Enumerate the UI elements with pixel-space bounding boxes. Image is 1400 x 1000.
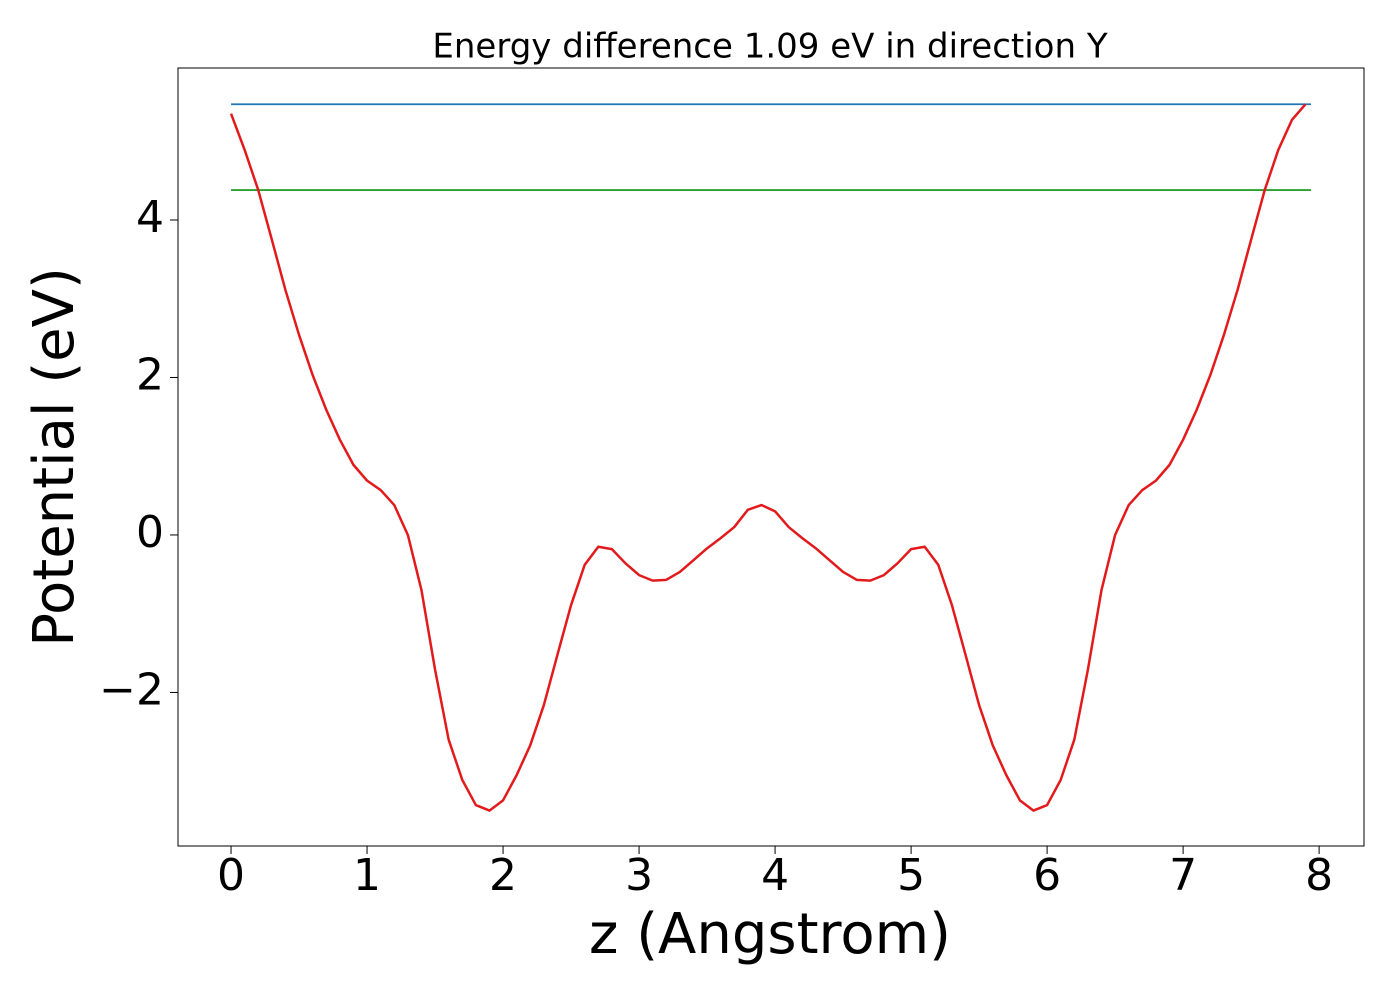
x-tick-label: 3 — [625, 850, 653, 901]
y-tick-label: 4 — [136, 192, 164, 243]
x-tick-label: 0 — [217, 850, 245, 901]
y-axis-label: Potential (eV) — [22, 267, 87, 647]
y-tick-label: −2 — [99, 664, 164, 715]
x-axis-label: z (Angstrom) — [589, 902, 951, 967]
chart-title: Energy difference 1.09 eV in direction Y — [432, 27, 1107, 67]
x-tick-label: 2 — [489, 850, 517, 901]
x-tick-label: 5 — [897, 850, 925, 901]
y-tick-label: 2 — [136, 349, 164, 400]
x-tick-label: 1 — [353, 850, 381, 901]
x-tick-label: 4 — [761, 850, 789, 901]
line-series — [229, 103, 1307, 812]
plot-frame — [177, 67, 1365, 847]
x-tick-label: 7 — [1169, 850, 1197, 901]
y-tick-label: 0 — [136, 507, 164, 558]
x-tick-label: 6 — [1033, 850, 1061, 901]
x-tick-label: 8 — [1305, 850, 1333, 901]
